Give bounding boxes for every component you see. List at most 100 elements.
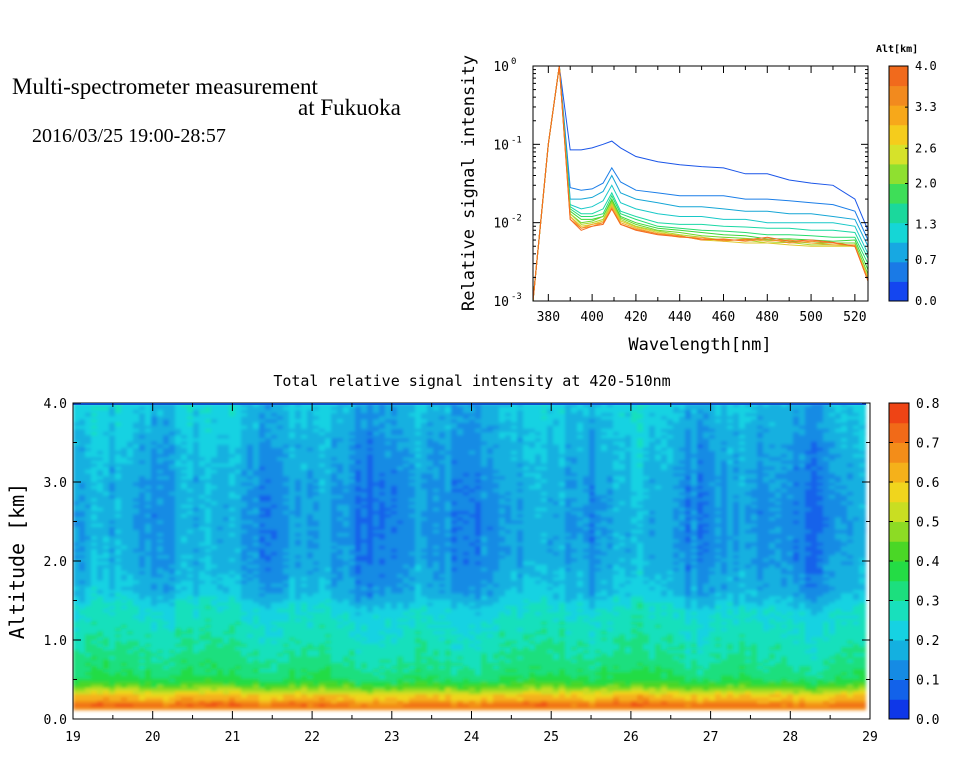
heatmap-cell [139, 567, 146, 572]
heatmap-cell [181, 529, 188, 534]
heatmap-cell [139, 538, 146, 543]
heatmap-cell [97, 409, 104, 414]
heatmap-cell [217, 475, 224, 480]
heatmap-cell [199, 649, 206, 654]
heatmap-cell [223, 463, 230, 467]
heatmap-cell [205, 459, 212, 464]
heatmap-cell [217, 507, 224, 512]
heatmap-cell [145, 504, 152, 508]
heatmap-cell [205, 624, 212, 628]
heatmap-cell [265, 428, 272, 433]
heatmap-cell [247, 649, 254, 654]
heatmap-cell [211, 554, 218, 559]
heatmap-cell [223, 649, 230, 654]
heatmap-cell [91, 415, 98, 420]
heatmap-cell [79, 472, 86, 477]
heatmap-cell [121, 608, 128, 613]
heatmap-cell [169, 535, 176, 540]
heatmap-cell [247, 621, 254, 625]
heatmap-cell [91, 456, 98, 461]
heatmap-cell [169, 485, 176, 489]
heatmap-cell [151, 605, 158, 609]
heatmap-cell [199, 428, 206, 433]
heatmap-cell [205, 696, 212, 701]
heatmap-cell [175, 605, 182, 609]
heatmap-cell [253, 636, 260, 641]
heatmap-cell [259, 690, 266, 695]
heatmap-cell [223, 557, 230, 562]
heatmap-cell [97, 693, 104, 698]
heatmap-cell [229, 640, 236, 644]
heatmap-cell [97, 614, 104, 619]
heatmap-cell [145, 507, 152, 512]
heatmap-cell [133, 450, 140, 455]
heatmap-cell [103, 557, 110, 562]
heatmap-cell [115, 535, 122, 540]
heatmap-cell [151, 466, 158, 470]
heatmap-cell [127, 696, 134, 701]
heatmap-cell [145, 551, 152, 556]
heatmap-cell [247, 706, 254, 711]
heatmap-cell [175, 507, 182, 512]
heatmap-cell [205, 608, 212, 613]
heatmap-cell [97, 564, 104, 568]
heatmap-cell [217, 624, 224, 628]
heatmap-cell [253, 592, 260, 597]
heatmap-cell [133, 532, 140, 537]
heatmap-cell [229, 630, 236, 635]
heatmap-cell [229, 412, 236, 417]
heatmap-cell [79, 469, 86, 474]
heatmap-cell [193, 583, 200, 587]
heatmap-cell [241, 469, 248, 474]
heatmap-cell [109, 551, 116, 556]
heatmap-cell [181, 507, 188, 512]
heatmap-cell [151, 529, 158, 534]
heatmap-cell [91, 491, 98, 496]
heatmap-cell [91, 646, 98, 651]
heatmap-cell [97, 700, 104, 704]
heatmap-cell [133, 444, 140, 448]
heatmap-cell [259, 542, 266, 546]
heatmap-cell [211, 624, 218, 628]
heatmap-cell [199, 595, 206, 600]
heatmap-cell [139, 507, 146, 512]
heatmap-cell [127, 624, 134, 628]
heatmap-cell [133, 497, 140, 502]
heatmap-cell [109, 564, 116, 568]
heatmap-cell [139, 485, 146, 489]
heatmap-cell [187, 706, 194, 711]
heatmap-cell [79, 494, 86, 499]
heatmap-cell [157, 526, 164, 530]
heatmap-cell [157, 507, 164, 512]
heatmap-cell [181, 418, 188, 423]
heatmap-cell [163, 586, 170, 591]
heatmap-cell [217, 662, 224, 666]
heatmap-cell [157, 567, 164, 572]
heatmap-cell [121, 649, 128, 654]
heatmap-cell [217, 513, 224, 518]
heatmap-cell [103, 418, 110, 423]
heatmap-cell [133, 703, 140, 707]
heatmap-cell [139, 551, 146, 556]
spectrum-ytick-exponent: -2 [511, 214, 522, 224]
heatmap-cell [139, 576, 146, 581]
heatmap-cell [145, 538, 152, 543]
heatmap-cell [109, 703, 116, 707]
heatmap-cell [265, 677, 272, 682]
heatmap-cell [121, 595, 128, 600]
heatmap-cell [115, 630, 122, 635]
heatmap-cell [145, 643, 152, 647]
heatmap-cell [157, 406, 164, 410]
heatmap-cell [79, 557, 86, 562]
heatmap-cell [187, 434, 194, 439]
heatmap-cell [163, 580, 170, 584]
heatmap-cell [127, 643, 134, 647]
heatmap-cell [133, 677, 140, 682]
heatmap-cell [133, 580, 140, 584]
heatmap-cell [241, 459, 248, 464]
heatmap-cell [175, 488, 182, 493]
heatmap-cell [205, 488, 212, 493]
heatmap-cell [265, 542, 272, 546]
heatmap-cell [187, 510, 194, 515]
heatmap-cell [151, 523, 158, 527]
